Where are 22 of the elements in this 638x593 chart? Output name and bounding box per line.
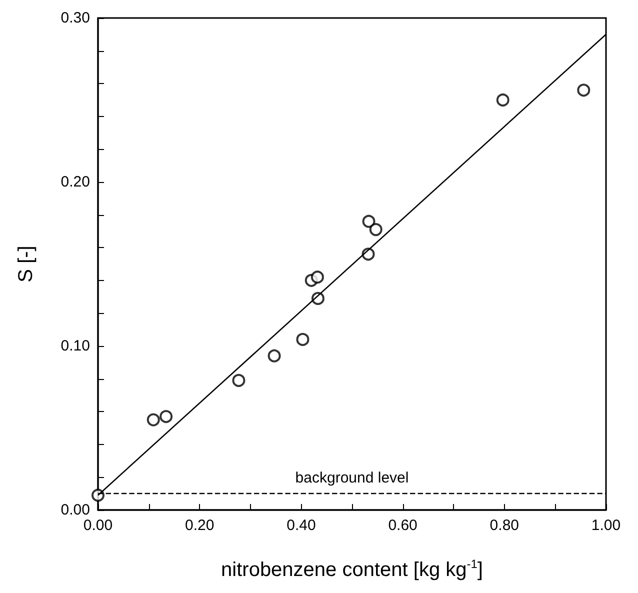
x-tick-label: 0.60 [388,517,418,534]
y-tick-label: 0.30 [60,10,90,26]
y-axis-title: S [-] [15,246,37,282]
point [496,94,510,106]
x-tick-label: 1.00 [591,517,621,534]
y-tick-label: 0.20 [60,174,90,190]
point [146,413,160,426]
x-tick-label: 0.20 [185,517,214,534]
point [362,214,376,228]
point [296,332,310,346]
point [268,349,281,362]
point [369,223,382,236]
point [577,84,590,97]
point [310,270,324,284]
x-tick-label: 0.80 [490,517,519,534]
x-tick-label: 0.00 [83,517,113,534]
ref-line-label: background level [295,470,409,487]
y-tick-label: 0.10 [60,338,90,354]
x-tick-label: 0.40 [286,517,316,534]
point [160,410,173,424]
y-tick-label: 0.00 [60,502,90,518]
point [232,374,246,387]
